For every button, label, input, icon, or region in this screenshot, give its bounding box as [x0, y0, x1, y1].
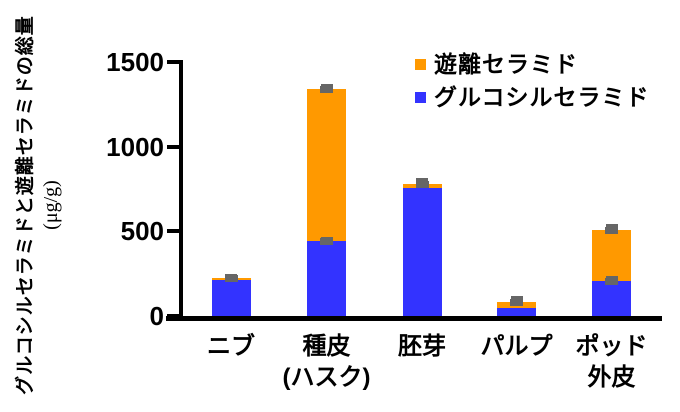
error-bar-marker: [224, 274, 238, 282]
error-bar-cap: [510, 296, 523, 300]
legend-label-glucosylceramide: グルコシルセラミド: [434, 84, 650, 110]
x-category-label: 胚芽: [398, 333, 446, 360]
legend-item-free-ceramide: 遊離セラミド: [415, 50, 578, 78]
bar-segment-glucosylceramide: [307, 241, 346, 316]
y-axis-tick: [167, 314, 179, 318]
legend-label-free-ceramide: 遊離セラミド: [434, 51, 578, 77]
bar-segment-glucosylceramide: [592, 281, 631, 316]
y-axis-line: [179, 60, 183, 318]
bar-segment-glucosylceramide: [402, 188, 442, 316]
bar-segment-glucosylceramide: [497, 307, 536, 316]
x-category-label: ニブ: [207, 333, 255, 360]
y-axis-tick: [167, 60, 179, 64]
y-tick-label: 1000: [106, 131, 164, 162]
bar-segment-free-ceramide: [592, 229, 631, 282]
x-category-label: パルプ: [480, 333, 553, 360]
legend-swatch-blue: [415, 91, 426, 103]
y-axis-unit: (μg/g): [40, 180, 62, 230]
x-category-label-line2: 外皮: [587, 364, 636, 391]
error-bar-marker: [320, 86, 333, 94]
y-tick-label: 500: [120, 216, 164, 247]
bar-segment-free-ceramide: [307, 89, 346, 242]
y-axis-title: グルコシルセラミドと遊離セラミドの総量: [15, 15, 36, 395]
error-bar-cap: [605, 276, 618, 280]
error-bar-cap: [605, 223, 618, 227]
error-bar-marker: [605, 278, 618, 286]
x-category-label: 種皮: [302, 333, 351, 360]
error-bar-marker: [415, 180, 429, 188]
error-bar-marker: [320, 238, 333, 246]
legend-item-glucosylceramide: グルコシルセラミド: [415, 83, 650, 111]
y-axis-title-rotated: グルコシルセラミドと遊離セラミドの総量 (μg/g): [13, 15, 63, 395]
y-axis-tick: [167, 229, 179, 234]
x-category-label: ポッド: [575, 333, 648, 360]
bar-segment-glucosylceramide: [211, 279, 251, 316]
y-tick-label: 0: [149, 301, 164, 331]
error-bar-marker: [605, 226, 618, 234]
error-bar-cap: [416, 177, 428, 181]
legend-swatch-orange: [415, 58, 426, 70]
error-bar-marker: [510, 298, 523, 306]
error-bar-cap: [320, 83, 333, 87]
x-category-label-line2: (ハスク): [282, 364, 371, 391]
y-tick-label: 1500: [106, 47, 164, 77]
y-axis-tick: [167, 144, 179, 149]
x-axis-line: [166, 316, 662, 321]
